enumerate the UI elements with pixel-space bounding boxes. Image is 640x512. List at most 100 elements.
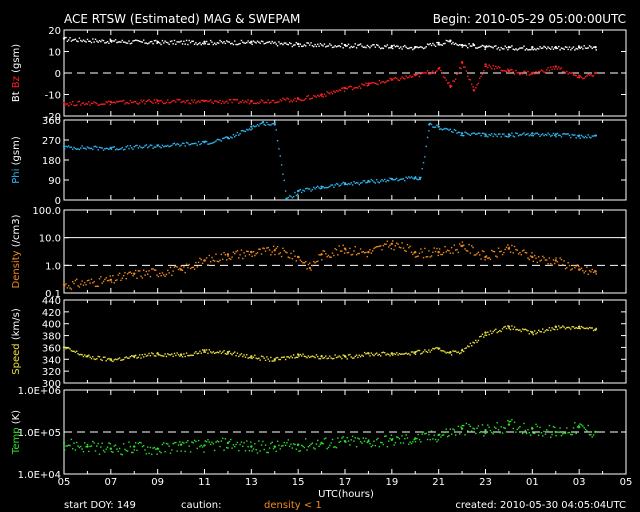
data-point	[86, 146, 89, 148]
data-point	[232, 43, 235, 46]
data-point	[369, 443, 371, 445]
data-anchor	[226, 441, 230, 445]
data-point	[230, 43, 232, 45]
data-point	[145, 144, 148, 146]
data-point	[159, 450, 161, 453]
data-point	[572, 74, 575, 76]
data-point	[280, 100, 283, 102]
data-point	[232, 444, 235, 446]
data-point	[149, 41, 152, 43]
data-point	[495, 427, 497, 430]
data-point	[583, 427, 585, 429]
data-point	[421, 167, 423, 170]
data-point	[81, 102, 83, 105]
data-point	[543, 257, 545, 259]
data-point	[521, 250, 524, 252]
data-point	[366, 441, 368, 444]
data-point	[548, 133, 551, 136]
data-point	[444, 245, 446, 248]
data-point	[586, 47, 588, 50]
data-point	[580, 424, 583, 426]
y-tick-label: 400	[42, 320, 61, 331]
data-point	[501, 70, 504, 72]
data-point	[471, 45, 473, 47]
data-point	[458, 243, 461, 245]
x-tick-label: 05	[620, 477, 633, 488]
data-anchor	[554, 133, 557, 136]
data-point	[554, 262, 556, 265]
data-point	[333, 186, 335, 188]
data-point	[129, 356, 132, 358]
data-point	[515, 48, 517, 50]
data-point	[432, 42, 434, 45]
data-point	[191, 441, 193, 443]
data-point	[509, 46, 512, 48]
data-point	[72, 350, 74, 352]
data-point	[528, 74, 531, 76]
data-point	[262, 440, 264, 443]
data-point	[363, 180, 366, 182]
data-point	[101, 282, 103, 284]
data-point	[282, 43, 284, 46]
data-point	[493, 133, 496, 135]
data-point	[398, 352, 401, 355]
data-point	[503, 251, 505, 254]
data-point	[80, 283, 82, 285]
data-point	[274, 102, 276, 104]
data-point	[363, 84, 366, 86]
data-point	[180, 450, 182, 452]
data-point	[274, 41, 276, 44]
data-point	[132, 451, 134, 454]
data-point	[280, 445, 283, 447]
data-point	[433, 126, 435, 129]
data-point	[452, 80, 454, 82]
data-point	[176, 98, 178, 101]
data-point	[164, 145, 166, 147]
data-point	[163, 355, 165, 357]
data-point	[418, 438, 421, 441]
data-anchor	[594, 270, 597, 273]
data-point	[323, 356, 326, 359]
data-point	[259, 42, 261, 44]
data-point	[358, 85, 360, 88]
data-point	[203, 351, 205, 353]
data-point	[128, 357, 130, 359]
data-point	[595, 49, 597, 51]
data-point	[243, 42, 245, 44]
data-point	[483, 70, 485, 72]
data-point	[142, 444, 145, 447]
data-point	[449, 428, 452, 430]
data-point	[497, 247, 500, 249]
data-point	[254, 254, 256, 257]
data-point	[354, 437, 356, 439]
data-point	[168, 101, 170, 104]
data-point	[310, 190, 312, 192]
data-point	[339, 356, 342, 358]
data-point	[512, 48, 514, 50]
data-point	[192, 101, 194, 103]
data-point	[172, 355, 174, 358]
data-point	[283, 356, 285, 358]
data-point	[338, 185, 340, 187]
data-point	[302, 353, 304, 355]
data-point	[78, 37, 81, 39]
data-point	[223, 350, 225, 352]
data-point	[251, 450, 253, 452]
y-axis-label: Speed (km/s)	[11, 308, 22, 375]
data-point	[98, 146, 101, 149]
data-point	[96, 40, 98, 42]
y-axis-label: Temp (K)	[11, 410, 22, 455]
data-point	[528, 48, 531, 51]
data-point	[450, 85, 453, 88]
data-point	[270, 254, 272, 256]
data-point	[287, 43, 290, 46]
data-point	[550, 436, 552, 438]
data-point	[200, 258, 202, 261]
data-point	[583, 272, 585, 274]
data-point	[231, 353, 233, 356]
data-point	[232, 133, 235, 136]
data-point	[102, 103, 105, 105]
data-point	[109, 443, 111, 445]
data-point	[469, 134, 472, 137]
data-point	[398, 179, 401, 181]
